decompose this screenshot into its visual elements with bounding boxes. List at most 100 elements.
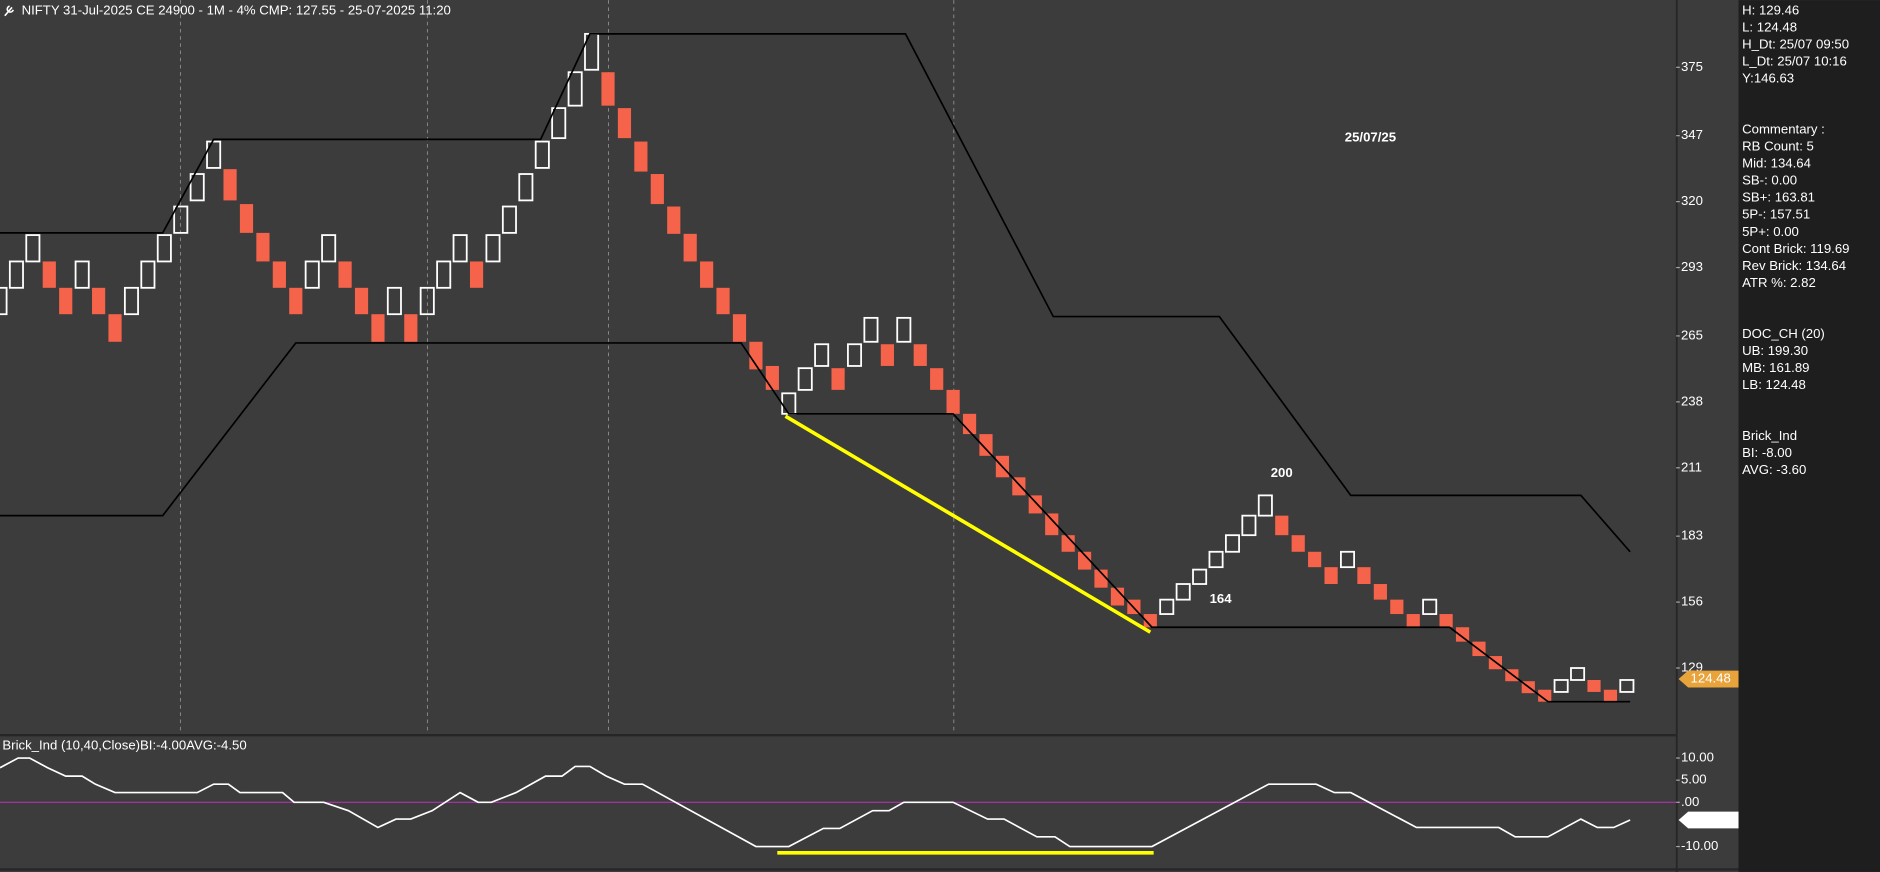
- down-brick: [1143, 614, 1157, 628]
- info-line: DOC_CH (20): [1742, 326, 1825, 341]
- info-line: Mid: 134.64: [1742, 156, 1811, 171]
- y-tick-label: -10.00: [1681, 838, 1718, 853]
- up-brick: [436, 260, 452, 289]
- up-brick: [156, 234, 172, 263]
- down-brick: [1028, 495, 1042, 514]
- info-panel: H: 129.46 L: 124.48 H_Dt: 25/07 09:50 L_Dt:…: [1742, 2, 1849, 477]
- y-tick-label: 156: [1681, 594, 1703, 609]
- info-line: SB+: 163.81: [1742, 190, 1815, 205]
- y-tick-label: 347: [1681, 127, 1703, 142]
- y-tick-label: 10.00: [1681, 750, 1714, 765]
- annotation: 164: [1210, 591, 1233, 606]
- info-line: UB: 199.30: [1742, 343, 1808, 358]
- last-value-label: -4.00: [1691, 811, 1721, 826]
- down-brick: [92, 287, 106, 315]
- up-brick: [0, 286, 8, 316]
- info-line: L_Dt: 25/07 10:16: [1742, 54, 1847, 69]
- info-line: L: 124.48: [1742, 19, 1797, 34]
- down-brick: [1357, 567, 1371, 585]
- down-brick: [683, 233, 697, 262]
- up-brick: [567, 71, 583, 107]
- up-brick: [501, 205, 517, 234]
- down-brick: [1275, 515, 1289, 536]
- info-line: 5P-: 157.51: [1742, 207, 1810, 222]
- up-brick: [321, 234, 337, 263]
- down-brick: [1110, 587, 1125, 606]
- up-brick: [1224, 534, 1240, 553]
- up-brick: [419, 286, 435, 316]
- up-brick: [1340, 550, 1356, 569]
- down-brick: [765, 365, 779, 390]
- info-line: Commentary :: [1742, 122, 1825, 137]
- down-brick: [749, 341, 763, 370]
- info-line: Y:146.63: [1742, 71, 1794, 86]
- line-series: [0, 757, 1631, 848]
- up-brick: [1192, 568, 1208, 585]
- indicator-title: Brick_Ind (10,40,Close)BI:-4.00AVG:-4.50: [2, 737, 246, 752]
- info-line: MB: 161.89: [1742, 360, 1809, 375]
- annotation: 25/07/25: [1345, 130, 1396, 145]
- up-brick: [8, 260, 24, 289]
- down-brick: [700, 261, 714, 288]
- y-tick-label: 265: [1681, 327, 1703, 342]
- up-brick: [814, 343, 830, 367]
- up-brick: [847, 343, 863, 367]
- up-brick: [1175, 583, 1191, 601]
- down-brick: [831, 368, 845, 390]
- down-brick: [1390, 599, 1404, 615]
- down-brick: [1094, 569, 1108, 588]
- indicator-plot: [0, 757, 1677, 855]
- last-value-label: 124.48: [1691, 671, 1731, 686]
- down-brick: [256, 232, 270, 262]
- info-line: AVG: -3.60: [1742, 462, 1806, 477]
- down-brick: [732, 314, 747, 342]
- down-brick: [108, 314, 122, 342]
- up-brick: [304, 260, 320, 289]
- down-brick: [1045, 513, 1059, 536]
- up-brick: [896, 316, 912, 343]
- main-plot: 25/07/25 200 164: [0, 32, 1635, 703]
- info-line: H: 129.46: [1742, 2, 1799, 17]
- down-brick: [930, 368, 944, 390]
- up-brick: [74, 260, 90, 289]
- up-brick: [25, 234, 41, 263]
- down-brick: [667, 206, 681, 234]
- up-brick: [551, 107, 567, 140]
- down-brick: [913, 344, 927, 366]
- y-tick-label: 293: [1681, 259, 1703, 274]
- down-brick: [716, 287, 730, 315]
- down-brick: [239, 204, 254, 233]
- down-brick: [42, 261, 56, 288]
- info-line: Brick_Ind: [1742, 428, 1797, 443]
- y-tick-label: 211: [1681, 459, 1702, 474]
- up-brick: [1422, 598, 1438, 615]
- down-brick: [1587, 679, 1601, 692]
- down-brick: [289, 287, 303, 315]
- info-line: LB: 124.48: [1742, 377, 1806, 392]
- up-brick: [452, 234, 468, 263]
- price-axis: 129156183211238265293320347375124.4810.0…: [1676, 59, 1739, 853]
- up-brick: [863, 316, 879, 343]
- info-line: Rev Brick: 134.64: [1742, 258, 1846, 273]
- y-tick-label: .00: [1681, 794, 1699, 809]
- up-brick: [485, 234, 501, 263]
- up-brick: [797, 367, 813, 391]
- down-brick: [1324, 567, 1338, 585]
- down-brick: [1061, 535, 1075, 552]
- up-brick: [1553, 679, 1569, 693]
- y-tick-label: 238: [1681, 393, 1703, 408]
- info-panel-bg: [1738, 0, 1880, 872]
- up-brick: [518, 173, 534, 202]
- down-brick: [1291, 535, 1305, 552]
- down-brick: [601, 72, 615, 106]
- down-brick: [1538, 689, 1552, 702]
- up-brick: [534, 140, 550, 169]
- down-brick: [469, 261, 484, 288]
- info-line: H_Dt: 25/07 09:50: [1742, 36, 1849, 51]
- down-brick: [946, 389, 960, 414]
- info-line: 5P+: 0.00: [1742, 224, 1799, 239]
- up-brick: [140, 260, 156, 289]
